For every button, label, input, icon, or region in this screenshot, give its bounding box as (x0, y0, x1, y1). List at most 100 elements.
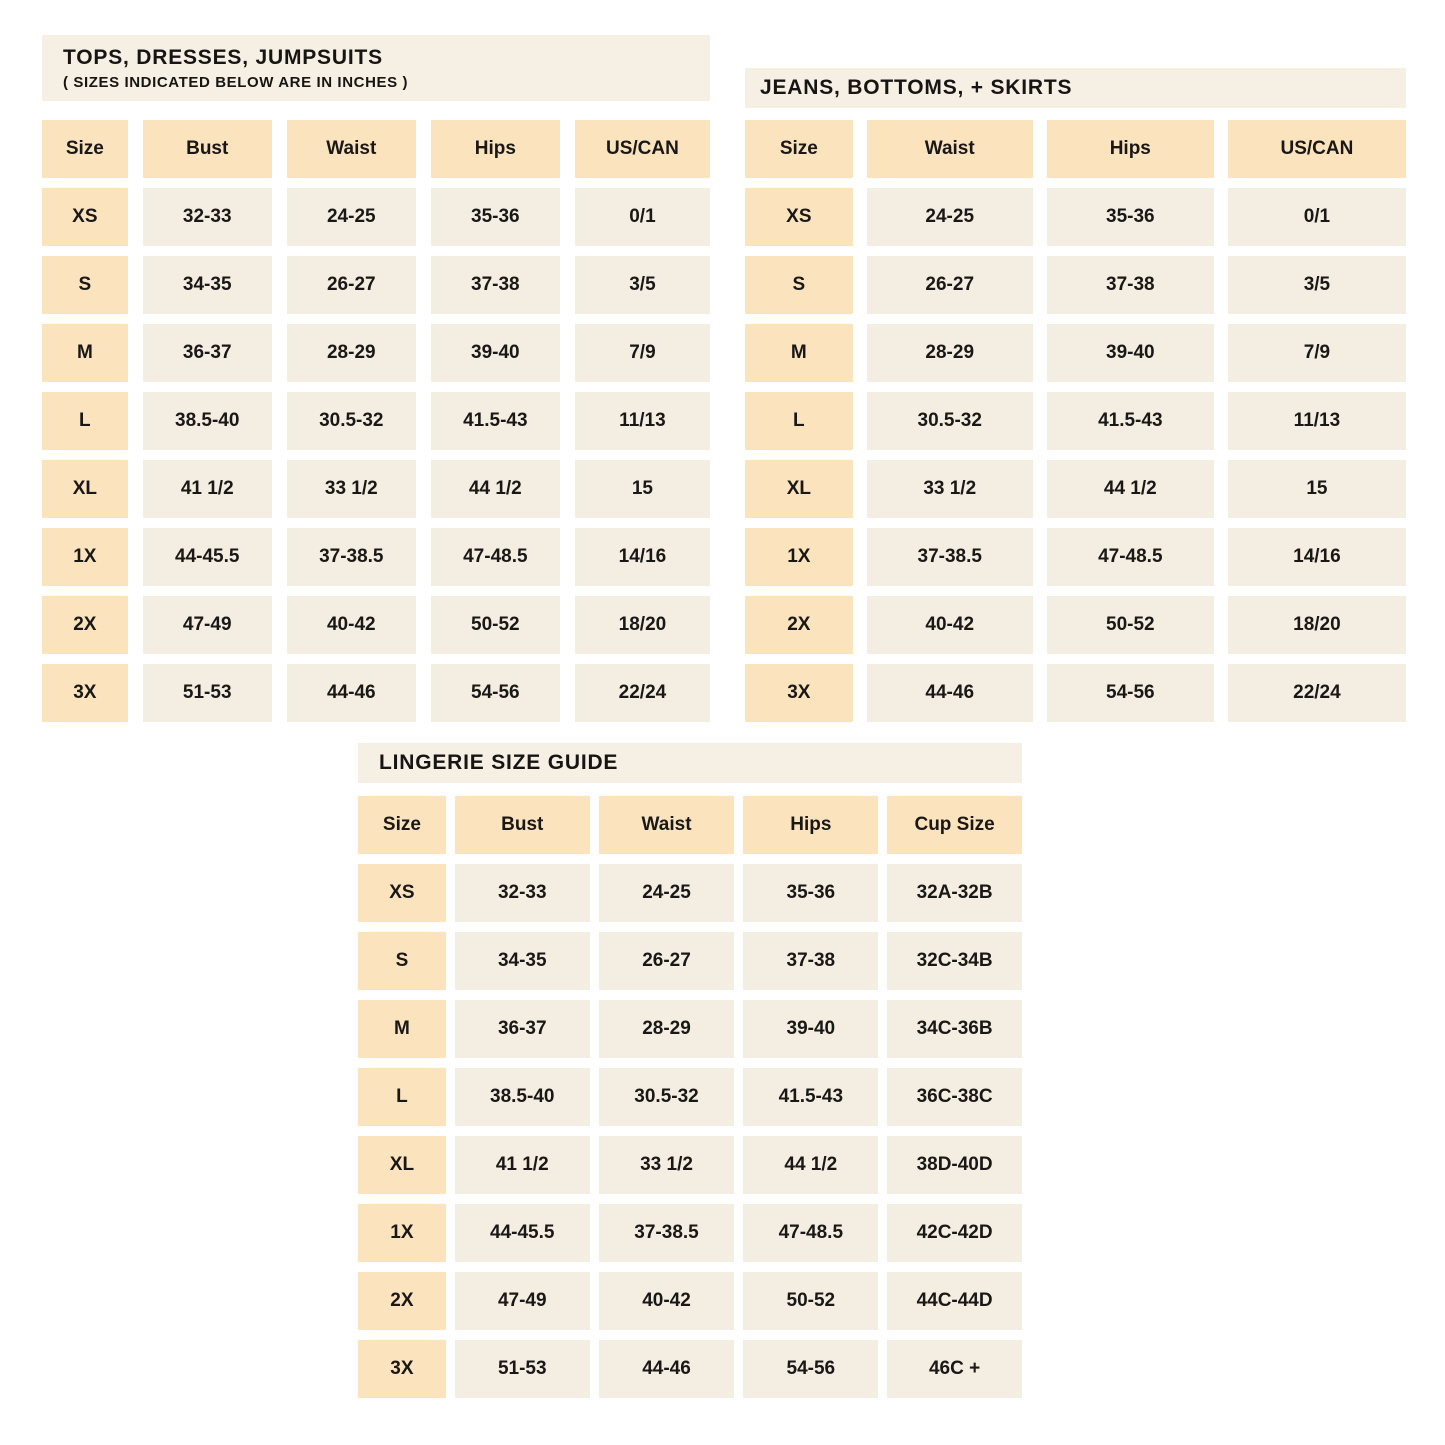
measurement-cell: 47-48.5 (430, 528, 560, 586)
size-label-cell: 2X (358, 1272, 446, 1330)
measurement-cell: 28-29 (286, 324, 416, 382)
size-label-cell: M (358, 1000, 446, 1058)
size-label-cell: 2X (42, 596, 128, 654)
measurement-cell: 22/24 (1227, 664, 1406, 722)
size-label-cell: 2X (745, 596, 853, 654)
measurement-cell: 54-56 (743, 1340, 879, 1398)
lingerie-table-title: LINGERIE SIZE GUIDE (379, 751, 619, 774)
measurement-cell: 26-27 (866, 256, 1033, 314)
tops-title-band: TOPS, DRESSES, JUMPSUITS ( SIZES INDICAT… (42, 35, 710, 101)
measurement-cell: 47-48.5 (743, 1204, 879, 1262)
measurement-cell: 7/9 (574, 324, 710, 382)
table-jeans-bottoms-skirts: JEANS, BOTTOMS, + SKIRTS Size Waist Hips US… (745, 68, 1406, 722)
measurement-cell: 26-27 (286, 256, 416, 314)
measurement-cell: 30.5-32 (866, 392, 1033, 450)
jeans-size-grid: Size Waist Hips US/CAN XS 24-25 35-36 0/1 S 26-27… (745, 120, 1406, 722)
measurement-cell: 44C-44D (887, 1272, 1022, 1330)
size-label-cell: M (745, 324, 853, 382)
measurement-cell: 28-29 (866, 324, 1033, 382)
measurement-cell: 24-25 (286, 188, 416, 246)
measurement-cell: 41.5-43 (1046, 392, 1214, 450)
size-label-cell: S (358, 932, 446, 990)
measurement-cell: 36-37 (142, 324, 272, 382)
measurement-cell: 38.5-40 (142, 392, 272, 450)
measurement-cell: 50-52 (743, 1272, 879, 1330)
table-lingerie-size-guide: LINGERIE SIZE GUIDE Size Bust Waist Hips Cup… (358, 743, 1022, 1398)
measurement-cell: 44 1/2 (430, 460, 560, 518)
measurement-cell: 51-53 (454, 1340, 590, 1398)
lingerie-size-grid: Size Bust Waist Hips Cup Size XS 32-33 24-25 35-… (358, 796, 1022, 1398)
measurement-cell: 28-29 (598, 1000, 735, 1058)
measurement-cell: 44-45.5 (142, 528, 272, 586)
measurement-cell: 33 1/2 (866, 460, 1033, 518)
size-label-cell: L (745, 392, 853, 450)
size-label-cell: XL (42, 460, 128, 518)
measurement-cell: 34C-36B (887, 1000, 1022, 1058)
measurement-cell: 41.5-43 (430, 392, 560, 450)
measurement-cell: 44-45.5 (454, 1204, 590, 1262)
tops-table-title: TOPS, DRESSES, JUMPSUITS (63, 45, 383, 69)
size-label-cell: 3X (745, 664, 853, 722)
jeans-table-title: JEANS, BOTTOMS, + SKIRTS (760, 76, 1073, 99)
measurement-cell: 30.5-32 (286, 392, 416, 450)
measurement-cell: 35-36 (1046, 188, 1214, 246)
measurement-cell: 38.5-40 (454, 1068, 590, 1126)
measurement-cell: 24-25 (598, 864, 735, 922)
measurement-cell: 41 1/2 (454, 1136, 590, 1194)
size-label-cell: XS (358, 864, 446, 922)
measurement-cell: 36C-38C (887, 1068, 1022, 1126)
tops-table-subtitle: ( SIZES INDICATED BELOW ARE IN INCHES ) (63, 73, 409, 91)
measurement-cell: 39-40 (743, 1000, 879, 1058)
measurement-cell: 35-36 (743, 864, 879, 922)
size-label-cell: XS (745, 188, 853, 246)
column-header-hips: Hips (1046, 120, 1214, 178)
measurement-cell: 51-53 (142, 664, 272, 722)
measurement-cell: 18/20 (574, 596, 710, 654)
table-tops-dresses-jumpsuits: TOPS, DRESSES, JUMPSUITS ( SIZES INDICAT… (42, 35, 710, 722)
column-header-hips: Hips (743, 796, 879, 854)
column-header-cup-size: Cup Size (887, 796, 1022, 854)
size-label-cell: 1X (358, 1204, 446, 1262)
measurement-cell: 11/13 (1227, 392, 1406, 450)
measurement-cell: 36-37 (454, 1000, 590, 1058)
size-label-cell: 3X (42, 664, 128, 722)
measurement-cell: 7/9 (1227, 324, 1406, 382)
measurement-cell: 26-27 (598, 932, 735, 990)
measurement-cell: 18/20 (1227, 596, 1406, 654)
measurement-cell: 32-33 (454, 864, 590, 922)
measurement-cell: 37-38 (743, 932, 879, 990)
jeans-title-band: JEANS, BOTTOMS, + SKIRTS (745, 68, 1406, 108)
column-header-waist: Waist (866, 120, 1033, 178)
column-header-bust: Bust (142, 120, 272, 178)
measurement-cell: 37-38.5 (286, 528, 416, 586)
size-label-cell: S (745, 256, 853, 314)
measurement-cell: 38D-40D (887, 1136, 1022, 1194)
column-header-waist: Waist (286, 120, 416, 178)
measurement-cell: 47-49 (142, 596, 272, 654)
column-header-waist: Waist (598, 796, 735, 854)
size-label-cell: 1X (745, 528, 853, 586)
measurement-cell: 44-46 (866, 664, 1033, 722)
measurement-cell: 42C-42D (887, 1204, 1022, 1262)
measurement-cell: 40-42 (598, 1272, 735, 1330)
lingerie-title-band: LINGERIE SIZE GUIDE (358, 743, 1022, 783)
measurement-cell: 37-38.5 (866, 528, 1033, 586)
measurement-cell: 37-38.5 (598, 1204, 735, 1262)
measurement-cell: 39-40 (1046, 324, 1214, 382)
size-label-cell: L (42, 392, 128, 450)
measurement-cell: 47-49 (454, 1272, 590, 1330)
measurement-cell: 32A-32B (887, 864, 1022, 922)
column-header-us-can: US/CAN (1227, 120, 1406, 178)
measurement-cell: 50-52 (1046, 596, 1214, 654)
measurement-cell: 54-56 (430, 664, 560, 722)
measurement-cell: 37-38 (1046, 256, 1214, 314)
measurement-cell: 50-52 (430, 596, 560, 654)
column-header-size: Size (358, 796, 446, 854)
measurement-cell: 22/24 (574, 664, 710, 722)
measurement-cell: 46C + (887, 1340, 1022, 1398)
measurement-cell: 33 1/2 (598, 1136, 735, 1194)
column-header-size: Size (745, 120, 853, 178)
measurement-cell: 44 1/2 (743, 1136, 879, 1194)
size-label-cell: S (42, 256, 128, 314)
